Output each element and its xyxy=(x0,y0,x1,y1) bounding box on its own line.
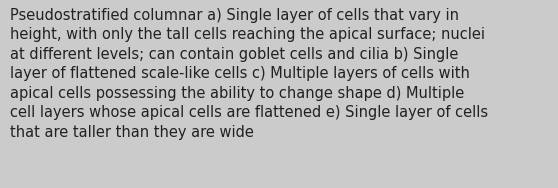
Text: Pseudostratified columnar a) Single layer of cells that vary in
height, with onl: Pseudostratified columnar a) Single laye… xyxy=(10,8,488,140)
